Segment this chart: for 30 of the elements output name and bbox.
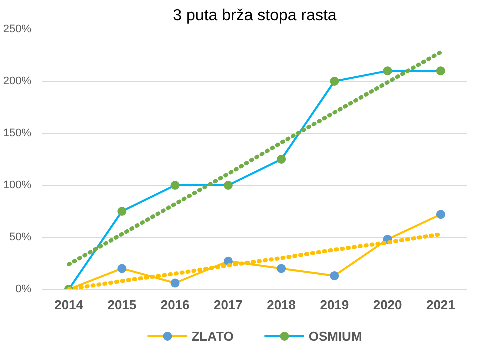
point <box>170 181 180 190</box>
legend-label: OSMIUM <box>308 328 362 344</box>
x-tick-label: 2018 <box>267 298 296 312</box>
point <box>277 264 286 274</box>
y-tick-label: 50% <box>9 232 32 244</box>
point <box>224 181 233 190</box>
y-tick-label: 200% <box>3 76 32 88</box>
point <box>170 278 180 288</box>
x-tick-label: 2014 <box>54 298 84 312</box>
point <box>118 207 127 216</box>
legend-label: ZLATO <box>192 328 234 344</box>
chart-title: 3 puta brža stopa rasta <box>173 8 337 24</box>
point <box>436 66 446 76</box>
point <box>330 271 340 280</box>
x-tick-label: 2016 <box>160 298 190 312</box>
x-tick-label: 2015 <box>108 298 137 312</box>
x-tick-label: 2019 <box>320 298 350 312</box>
point <box>330 77 340 86</box>
y-tick-label: 100% <box>3 180 32 192</box>
x-tick-label: 2017 <box>214 298 243 312</box>
point <box>118 264 127 274</box>
point <box>383 66 392 76</box>
point <box>436 210 446 220</box>
y-tick-label: 0% <box>16 284 32 296</box>
y-tick-label: 150% <box>3 128 32 140</box>
x-tick-label: 2020 <box>373 298 402 312</box>
x-tick-label: 2021 <box>426 298 456 312</box>
point <box>277 155 286 164</box>
line-series <box>67 50 443 267</box>
y-tick-label: 250% <box>3 24 32 36</box>
